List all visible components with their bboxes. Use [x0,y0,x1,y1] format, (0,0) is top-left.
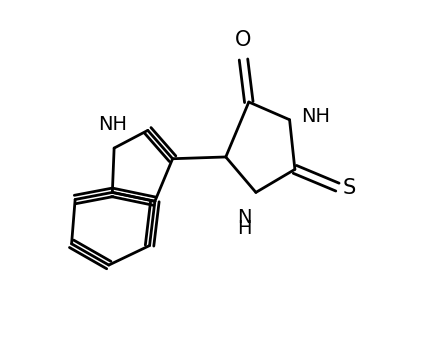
Text: S: S [343,178,356,198]
Text: N: N [237,208,252,228]
Text: NH: NH [98,115,127,134]
Text: H: H [237,219,252,238]
Text: O: O [235,30,252,50]
Text: NH: NH [301,107,330,126]
